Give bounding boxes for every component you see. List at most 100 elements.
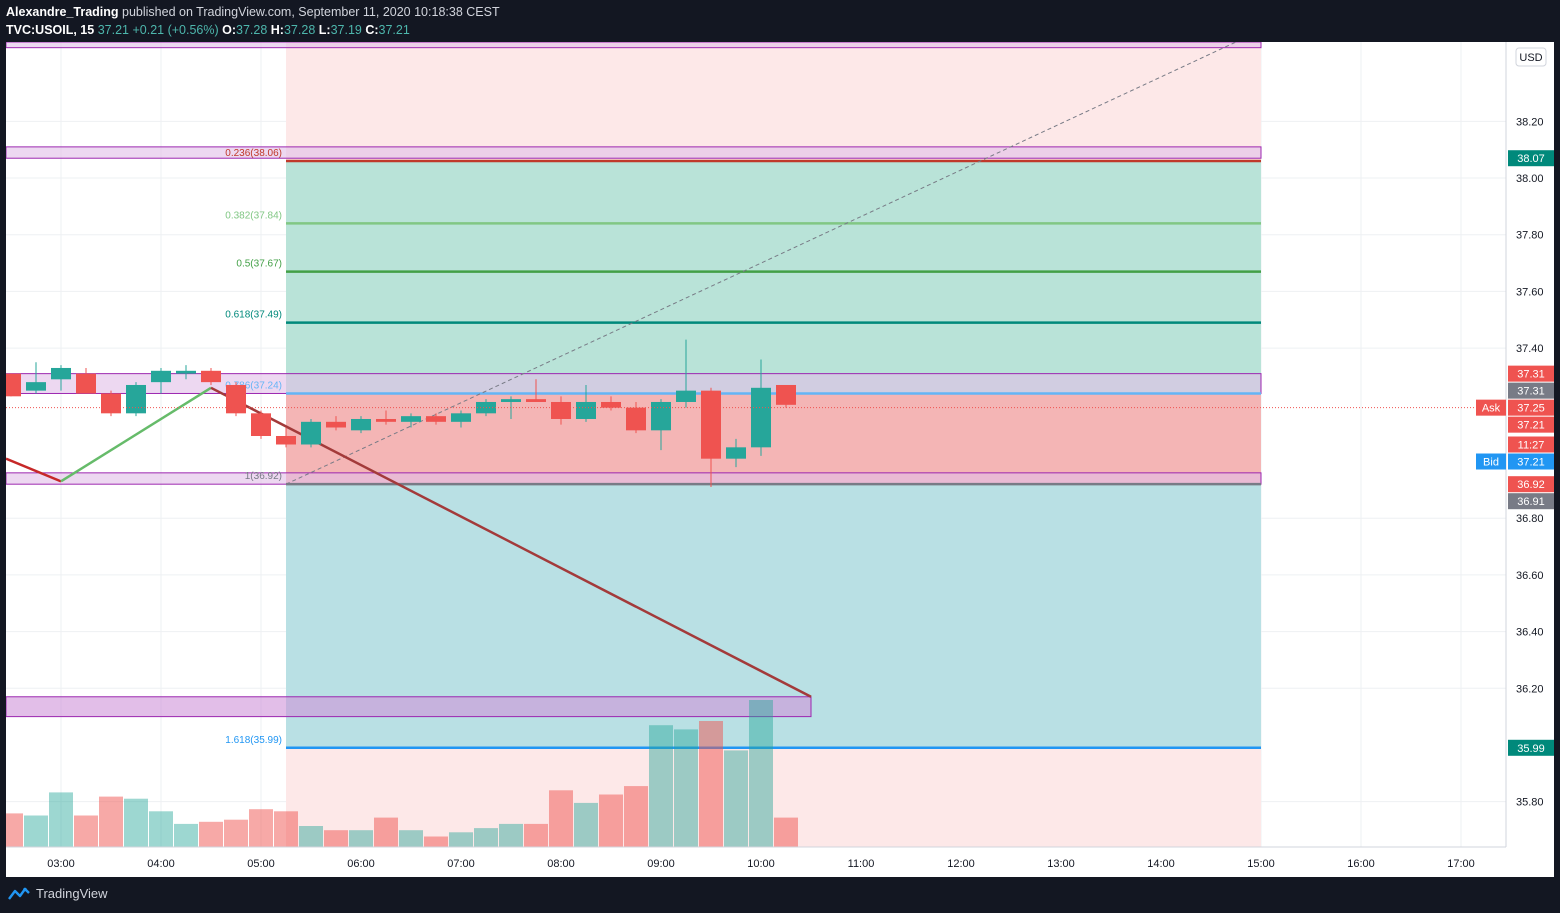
price-tag-label: Bid: [1483, 457, 1499, 469]
price-label-text: 36.91: [1517, 496, 1545, 508]
volume-bar: [499, 823, 523, 847]
time-tick-label: 06:00: [347, 858, 375, 870]
candle-body[interactable]: [676, 390, 696, 402]
price-tick-label: 37.80: [1516, 230, 1544, 242]
footer-bar: TradingView: [0, 877, 1560, 913]
price-label-tag: [1508, 365, 1554, 382]
candle-body[interactable]: [776, 384, 796, 405]
candle-body[interactable]: [451, 413, 471, 422]
candle-body[interactable]: [576, 401, 596, 419]
fib-level-label: 1.618(35.99): [225, 735, 282, 746]
volume-bar: [99, 796, 123, 847]
position-stop-zone[interactable]: [286, 393, 1261, 485]
zone-rect-3[interactable]: [6, 472, 1262, 485]
price-tick-label: 38.00: [1516, 173, 1544, 185]
chart-area[interactable]: 0.236(38.06) 0.382(37.84) 0.5(37.67) 0.618(…: [6, 42, 1554, 877]
volume-bar: [399, 830, 423, 847]
price-tick-label: 37.60: [1516, 286, 1544, 298]
price-tag-label: Ask: [1482, 403, 1501, 415]
volume-bar: [624, 786, 648, 847]
price-tick-label: 36.60: [1516, 570, 1544, 582]
trend-line[interactable]: [6, 457, 62, 483]
close-value: 37.21: [378, 23, 410, 37]
candle-body[interactable]: [401, 416, 421, 422]
volume-bar: [124, 798, 148, 847]
price-label-text: 11:27: [1518, 440, 1545, 452]
candle-body[interactable]: [301, 421, 321, 445]
candle-body[interactable]: [601, 401, 621, 408]
author-name[interactable]: Alexandre_Trading: [6, 5, 119, 19]
zone-rect-0[interactable]: [6, 42, 1262, 49]
time-tick-label: 17:00: [1447, 858, 1475, 870]
symbol-label[interactable]: TVC:USOIL, 15: [6, 23, 95, 37]
tradingview-logo-icon: [8, 887, 30, 900]
volume-bar: [199, 821, 223, 847]
candle-body[interactable]: [251, 413, 271, 436]
price-label-text: 35.99: [1517, 743, 1545, 755]
candle-body[interactable]: [176, 370, 196, 374]
zone-rect-4[interactable]: [6, 696, 812, 718]
candle-body[interactable]: [326, 421, 346, 428]
fib-level-label: 0.236(38.06): [225, 148, 282, 159]
price-label-text: 37.25: [1517, 403, 1545, 415]
candle-body[interactable]: [51, 367, 71, 380]
time-tick-label: 12:00: [947, 858, 975, 870]
candle-body[interactable]: [201, 370, 221, 383]
candle-body[interactable]: [76, 373, 96, 394]
price-label-tag: [1508, 399, 1554, 416]
fib-level-label: 0.382(37.84): [225, 210, 282, 221]
fib-level-label: 0.5(37.67): [236, 259, 282, 270]
candle-body[interactable]: [6, 373, 21, 397]
trend-line[interactable]: [60, 386, 212, 483]
candle-body[interactable]: [151, 370, 171, 383]
volume-bar: [424, 836, 448, 847]
time-tick-label: 14:00: [1147, 858, 1175, 870]
time-axis-panel[interactable]: [6, 847, 1554, 877]
candle-body[interactable]: [26, 382, 46, 391]
price-change: +0.21 (+0.56%): [132, 23, 219, 37]
currency-badge[interactable]: [1515, 47, 1547, 67]
price-label-tag: [1508, 453, 1554, 470]
low-value: 37.19: [330, 23, 362, 37]
candle-body[interactable]: [376, 418, 396, 422]
tradingview-brand[interactable]: TradingView: [8, 886, 108, 901]
chart-header: Alexandre_Trading published on TradingVi…: [0, 0, 1560, 42]
time-tick-label: 08:00: [547, 858, 575, 870]
volume-bar: [774, 817, 798, 847]
price-chart[interactable]: 0.236(38.06) 0.382(37.84) 0.5(37.67) 0.618(…: [6, 42, 1554, 877]
candle-body[interactable]: [276, 435, 296, 445]
candle-body[interactable]: [726, 447, 746, 459]
zone-rect-1[interactable]: [6, 146, 1262, 159]
candle-body[interactable]: [126, 384, 146, 414]
candle-body[interactable]: [101, 393, 121, 414]
candle-body[interactable]: [351, 418, 371, 431]
candle-body[interactable]: [226, 384, 246, 414]
volume-bar: [724, 750, 748, 847]
volume-bar: [274, 811, 298, 847]
brand-text: TradingView: [36, 886, 108, 901]
candle-body[interactable]: [551, 401, 571, 419]
zone-rect-2[interactable]: [6, 373, 1262, 394]
candle-body[interactable]: [501, 399, 521, 402]
price-tick-label: 36.40: [1516, 627, 1544, 639]
fib-level-label: 0.618(37.49): [225, 310, 282, 321]
fib-level-label: 1(36.92): [245, 471, 282, 482]
candle-body[interactable]: [651, 401, 671, 431]
position-target-zone[interactable]: [286, 161, 1261, 394]
price-label-text: 37.31: [1517, 386, 1545, 398]
volume-bar: [224, 819, 248, 847]
candle-body[interactable]: [701, 390, 721, 459]
price-tick-label: 37.40: [1516, 343, 1544, 355]
volume-bar: [6, 813, 23, 847]
price-tick-label: 36.20: [1516, 683, 1544, 695]
time-tick-label: 07:00: [447, 858, 475, 870]
price-tag-ask: [1476, 399, 1506, 416]
open-label: O:: [222, 23, 237, 37]
candle-body[interactable]: [526, 399, 546, 402]
candle-body[interactable]: [751, 387, 771, 448]
publish-text: published on TradingView.com, September …: [118, 5, 500, 19]
price-label-text: 38.07: [1517, 153, 1545, 165]
close-label: C:: [365, 23, 379, 37]
candle-body[interactable]: [626, 407, 646, 431]
candle-body[interactable]: [426, 416, 446, 422]
